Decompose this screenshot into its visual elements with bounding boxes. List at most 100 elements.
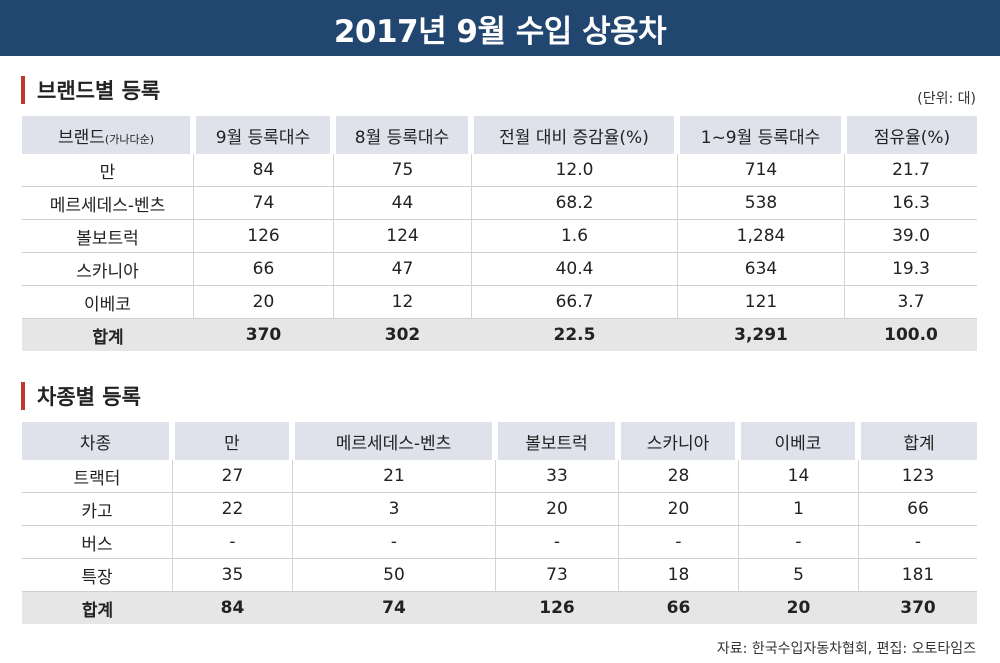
section-heading-brand: 브랜드별 등록 bbox=[21, 76, 160, 104]
total-cell-sep: 370 bbox=[193, 319, 333, 351]
cell-brand: 만 bbox=[22, 154, 193, 187]
section-heading-type-label: 차종별 등록 bbox=[37, 385, 141, 409]
brand-registration-table: 브랜드(가나다순) 9월 등록대수 8월 등록대수 전월 대비 증감율(%) 1… bbox=[22, 116, 977, 351]
total-row: 합계 370 302 22.5 3,291 100.0 bbox=[22, 319, 977, 351]
table-row: 카고 22 3 20 20 1 66 bbox=[22, 493, 977, 526]
table-header-row: 차종 만 메르세데스-벤츠 볼보트럭 스카니아 이베코 합계 bbox=[22, 422, 977, 460]
cell-scania: - bbox=[618, 526, 738, 559]
header-sep: 9월 등록대수 bbox=[193, 116, 333, 154]
cell-volvo: 73 bbox=[495, 559, 618, 592]
cell-aug: 12 bbox=[333, 286, 471, 319]
cell-man: 27 bbox=[172, 460, 292, 493]
table-row: 메르세데스-벤츠 74 44 68.2 538 16.3 bbox=[22, 187, 977, 220]
table-header-row: 브랜드(가나다순) 9월 등록대수 8월 등록대수 전월 대비 증감율(%) 1… bbox=[22, 116, 977, 154]
cell-man: 35 bbox=[172, 559, 292, 592]
cell-scania: 18 bbox=[618, 559, 738, 592]
cell-change: 68.2 bbox=[471, 187, 677, 220]
cell-sep: 84 bbox=[193, 154, 333, 187]
cell-sep: 66 bbox=[193, 253, 333, 286]
cell-iveco: 1 bbox=[738, 493, 858, 526]
total-cell-benz: 74 bbox=[292, 592, 495, 624]
total-cell-change: 22.5 bbox=[471, 319, 677, 351]
header-scania: 스카니아 bbox=[618, 422, 738, 460]
table-row: 이베코 20 12 66.7 121 3.7 bbox=[22, 286, 977, 319]
cell-ytd: 634 bbox=[677, 253, 844, 286]
cell-brand: 스카니아 bbox=[22, 253, 193, 286]
header-total: 합계 bbox=[858, 422, 977, 460]
cell-iveco: 5 bbox=[738, 559, 858, 592]
cell-sep: 20 bbox=[193, 286, 333, 319]
cell-benz: 3 bbox=[292, 493, 495, 526]
cell-aug: 47 bbox=[333, 253, 471, 286]
total-row: 합계 84 74 126 66 20 370 bbox=[22, 592, 977, 624]
cell-aug: 75 bbox=[333, 154, 471, 187]
cell-change: 1.6 bbox=[471, 220, 677, 253]
cell-benz: 21 bbox=[292, 460, 495, 493]
cell-type: 특장 bbox=[22, 559, 172, 592]
cell-type: 버스 bbox=[22, 526, 172, 559]
cell-change: 40.4 bbox=[471, 253, 677, 286]
section-accent-bar bbox=[21, 382, 25, 410]
cell-benz: - bbox=[292, 526, 495, 559]
total-cell-brand: 합계 bbox=[22, 319, 193, 351]
total-cell-share: 100.0 bbox=[844, 319, 977, 351]
cell-change: 66.7 bbox=[471, 286, 677, 319]
cell-total: - bbox=[858, 526, 977, 559]
cell-scania: 28 bbox=[618, 460, 738, 493]
table-row: 버스 - - - - - - bbox=[22, 526, 977, 559]
cell-total: 123 bbox=[858, 460, 977, 493]
unit-note: (단위: 대) bbox=[917, 91, 976, 107]
cell-ytd: 1,284 bbox=[677, 220, 844, 253]
cell-man: - bbox=[172, 526, 292, 559]
cell-scania: 20 bbox=[618, 493, 738, 526]
header-type: 차종 bbox=[22, 422, 172, 460]
cell-total: 181 bbox=[858, 559, 977, 592]
cell-iveco: - bbox=[738, 526, 858, 559]
section-heading-brand-label: 브랜드별 등록 bbox=[37, 79, 161, 103]
cell-benz: 50 bbox=[292, 559, 495, 592]
cell-share: 3.7 bbox=[844, 286, 977, 319]
page-title: 2017년 9월 수입 상용차 bbox=[0, 0, 1000, 56]
cell-sep: 126 bbox=[193, 220, 333, 253]
total-cell-total: 370 bbox=[858, 592, 977, 624]
cell-ytd: 121 bbox=[677, 286, 844, 319]
header-iveco: 이베코 bbox=[738, 422, 858, 460]
cell-type: 트랙터 bbox=[22, 460, 172, 493]
cell-aug: 124 bbox=[333, 220, 471, 253]
header-ytd: 1~9월 등록대수 bbox=[677, 116, 844, 154]
header-aug: 8월 등록대수 bbox=[333, 116, 471, 154]
cell-brand: 볼보트럭 bbox=[22, 220, 193, 253]
cell-total: 66 bbox=[858, 493, 977, 526]
total-cell-type: 합계 bbox=[22, 592, 172, 624]
cell-sep: 74 bbox=[193, 187, 333, 220]
total-cell-volvo: 126 bbox=[495, 592, 618, 624]
cell-volvo: - bbox=[495, 526, 618, 559]
cell-man: 22 bbox=[172, 493, 292, 526]
cell-aug: 44 bbox=[333, 187, 471, 220]
vehicle-type-table: 차종 만 메르세데스-벤츠 볼보트럭 스카니아 이베코 합계 트랙터 27 21 33… bbox=[22, 422, 977, 624]
header-change: 전월 대비 증감율(%) bbox=[471, 116, 677, 154]
cell-ytd: 714 bbox=[677, 154, 844, 187]
section-accent-bar bbox=[21, 76, 25, 104]
total-cell-scania: 66 bbox=[618, 592, 738, 624]
cell-change: 12.0 bbox=[471, 154, 677, 187]
cell-brand: 이베코 bbox=[22, 286, 193, 319]
cell-brand: 메르세데스-벤츠 bbox=[22, 187, 193, 220]
total-cell-aug: 302 bbox=[333, 319, 471, 351]
total-cell-iveco: 20 bbox=[738, 592, 858, 624]
header-brand-note: (가나다순) bbox=[104, 132, 154, 146]
cell-share: 16.3 bbox=[844, 187, 977, 220]
table-row: 트랙터 27 21 33 28 14 123 bbox=[22, 460, 977, 493]
cell-type: 카고 bbox=[22, 493, 172, 526]
cell-ytd: 538 bbox=[677, 187, 844, 220]
header-brand: 브랜드(가나다순) bbox=[22, 116, 193, 154]
cell-iveco: 14 bbox=[738, 460, 858, 493]
table-row: 볼보트럭 126 124 1.6 1,284 39.0 bbox=[22, 220, 977, 253]
section-heading-type: 차종별 등록 bbox=[21, 382, 141, 410]
source-credit: 자료: 한국수입자동차협회, 편집: 오토타임즈 bbox=[716, 641, 976, 657]
total-cell-ytd: 3,291 bbox=[677, 319, 844, 351]
header-man: 만 bbox=[172, 422, 292, 460]
cell-volvo: 20 bbox=[495, 493, 618, 526]
cell-share: 39.0 bbox=[844, 220, 977, 253]
header-share: 점유율(%) bbox=[844, 116, 977, 154]
